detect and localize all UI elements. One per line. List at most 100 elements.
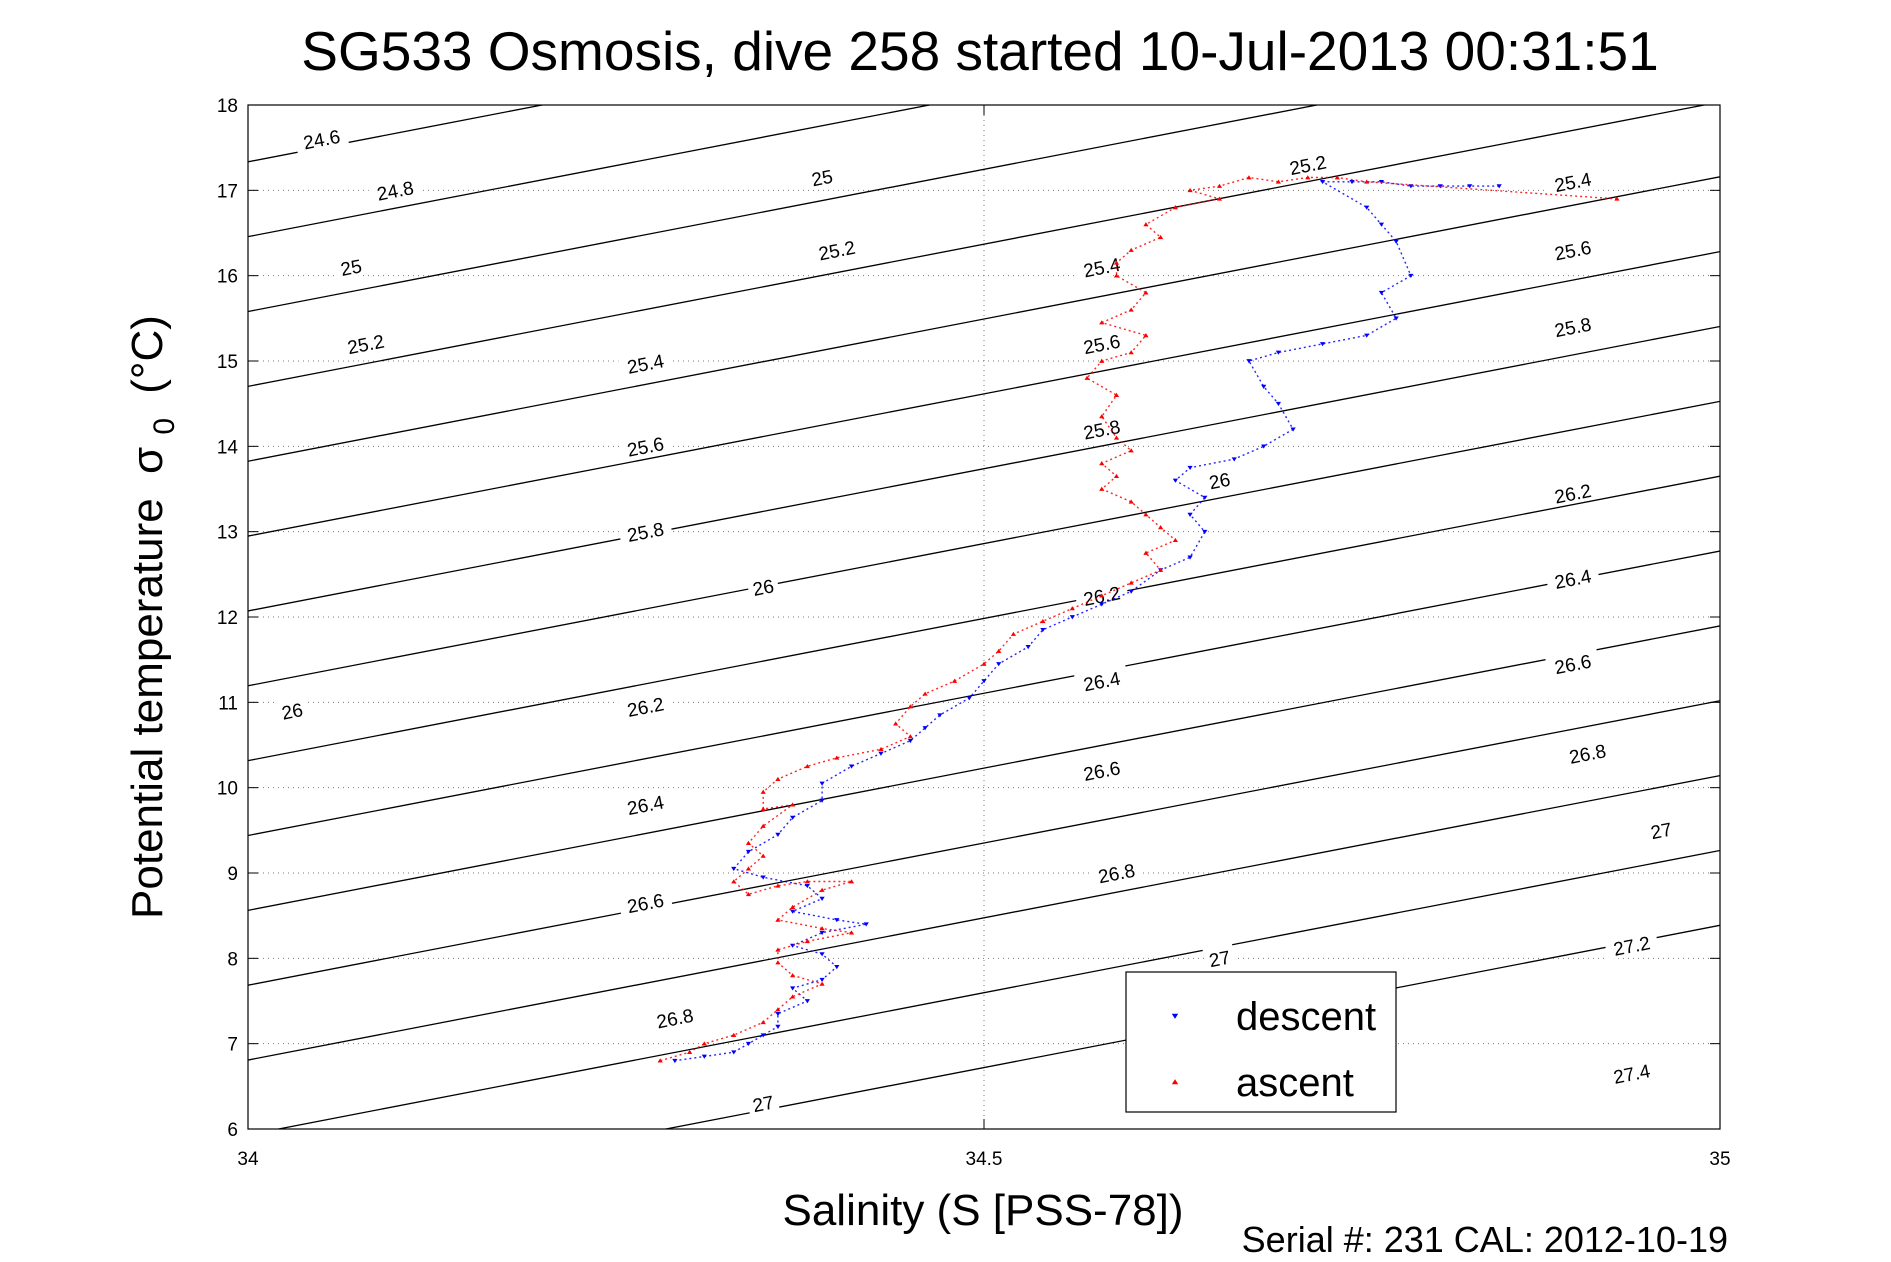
ascent-point xyxy=(804,763,810,769)
descent-trace xyxy=(674,181,1500,1062)
contour-label-bg xyxy=(293,122,350,154)
density-contour-line xyxy=(248,550,1720,837)
x-tick-labels: 34 34.5 35 xyxy=(237,105,1731,1170)
legend-label-descent: descent xyxy=(1236,995,1376,1039)
series-descent xyxy=(672,179,1502,1064)
contour-label-bg xyxy=(1280,148,1336,180)
contour-label: 27 xyxy=(751,1093,776,1118)
contour-label-bg xyxy=(617,514,673,547)
ascent-point xyxy=(1128,580,1134,585)
contour-label-bg xyxy=(1644,815,1678,843)
y-tick-label: 9 xyxy=(227,864,238,885)
y-tick-label: 8 xyxy=(227,949,238,970)
contour-label-bg xyxy=(1202,943,1237,971)
density-contour-line xyxy=(662,924,1720,1129)
contour-label-bg xyxy=(1544,647,1601,679)
density-contour-line xyxy=(248,176,1720,462)
ascent-point xyxy=(1143,290,1149,295)
contour-label-bg xyxy=(1544,561,1601,594)
ascent-point xyxy=(834,755,840,760)
serial-cal-footer: Serial #: 231 CAL: 2012-10-19 xyxy=(1242,1219,1728,1260)
descent-point xyxy=(1437,184,1443,189)
density-contour-line xyxy=(248,625,1720,911)
density-contour-line xyxy=(248,774,1720,1061)
ascent-point xyxy=(1143,333,1149,338)
contour-label-bg xyxy=(367,173,423,206)
contour-label-bg xyxy=(617,346,673,379)
density-contour-line xyxy=(248,700,1720,986)
ascent-point xyxy=(775,1007,781,1012)
contour-label-bg xyxy=(334,252,368,280)
contour-label-bg xyxy=(1088,856,1144,888)
legend-box xyxy=(1125,971,1397,1113)
density-contours xyxy=(248,105,1720,1129)
ascent-point xyxy=(996,648,1002,653)
descent-point xyxy=(1099,602,1105,607)
legend-marker-descent xyxy=(1171,1013,1179,1019)
ascent-point xyxy=(1275,179,1281,184)
y-tick-label: 12 xyxy=(217,608,238,629)
descent-point xyxy=(1261,444,1267,449)
contour-label-bg xyxy=(617,788,673,820)
density-contour-line xyxy=(248,251,1720,537)
contour-label-bg xyxy=(1073,753,1130,786)
ascent-point xyxy=(790,904,796,909)
y-tick-label: 11 xyxy=(218,693,238,714)
contour-label-bg xyxy=(1603,1056,1660,1089)
ascent-point xyxy=(981,661,987,666)
chart-title: SG533 Osmosis, dive 258 started 10-Jul-2… xyxy=(301,20,1658,82)
legend: descent ascent xyxy=(1125,971,1397,1113)
y-tick-label: 14 xyxy=(217,437,239,458)
ascent-point xyxy=(775,917,781,922)
density-contour-line xyxy=(248,105,1708,388)
y-tick-label: 16 xyxy=(217,267,238,288)
contour-label-bg xyxy=(1073,327,1130,359)
ascent-point xyxy=(848,879,855,884)
contour-label-bg xyxy=(337,327,394,359)
descent-point xyxy=(922,726,928,731)
contour-label-bg xyxy=(1073,412,1130,445)
contour-label: 26 xyxy=(280,700,305,725)
contour-label-bg xyxy=(1544,233,1601,265)
series-ascent xyxy=(657,175,1620,1063)
y-axis-label-subscript: 0 xyxy=(148,418,181,435)
contour-label-bg xyxy=(1603,928,1660,961)
ascent-point xyxy=(790,994,796,999)
contour-label-bg xyxy=(1202,465,1237,494)
ascent-point xyxy=(775,947,781,952)
descent-point xyxy=(1261,384,1267,389)
legend-marker-ascent xyxy=(1171,1079,1179,1085)
ascent-point xyxy=(804,879,810,884)
ascent-point xyxy=(1128,499,1134,504)
density-contour-line xyxy=(248,325,1720,612)
descent-point xyxy=(907,738,913,744)
descent-point xyxy=(1040,627,1046,633)
ascent-point xyxy=(760,789,766,794)
y-tick-label: 10 xyxy=(217,779,238,800)
contour-label-bg xyxy=(1559,736,1615,769)
y-axis-label-main: Potential temperature xyxy=(123,498,172,919)
density-contour-line xyxy=(275,849,1720,1129)
contour-label-bg xyxy=(617,886,673,918)
descent-point xyxy=(745,849,752,855)
y-axis-label-unit: (°C) xyxy=(123,315,172,394)
y-axis-label-symbol: σ xyxy=(123,447,172,474)
descent-point xyxy=(834,918,840,923)
descent-point xyxy=(1378,179,1385,185)
x-axis-label: Salinity (S [PSS-78]) xyxy=(782,1186,1183,1235)
y-tick-labels: 6 7 8 9 10 11 12 13 14 15 16 17 18 xyxy=(217,96,1720,1141)
x-tick-label: 34 xyxy=(237,1149,259,1170)
descent-point xyxy=(819,930,825,936)
legend-label-ascent: ascent xyxy=(1236,1061,1354,1105)
contour-label-bg xyxy=(617,689,673,722)
contour-label-bg xyxy=(617,429,673,462)
contour-label: 27 xyxy=(1649,819,1674,844)
descent-point xyxy=(1202,495,1208,500)
contour-label-bg xyxy=(275,696,309,724)
descent-point xyxy=(1467,184,1473,189)
y-axis-label: Potential temperature σ 0 (°C) xyxy=(123,315,184,919)
descent-point xyxy=(1378,290,1385,296)
contour-label-bg xyxy=(746,572,780,600)
contour-label-bg xyxy=(1544,476,1601,509)
density-contour-line xyxy=(248,105,933,238)
